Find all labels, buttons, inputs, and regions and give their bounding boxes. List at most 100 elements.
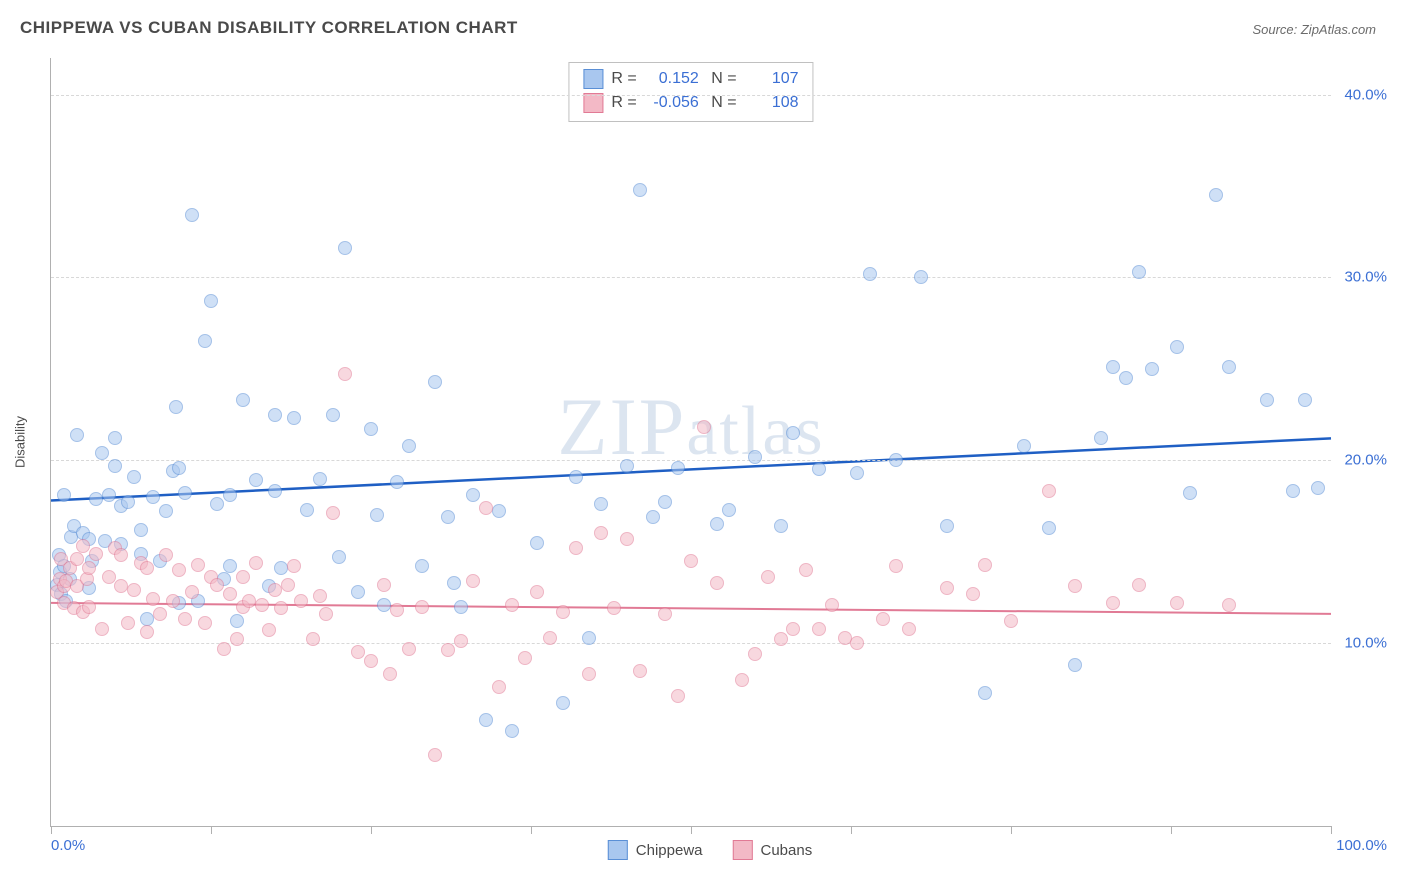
scatter-point	[313, 472, 327, 486]
scatter-point	[556, 696, 570, 710]
scatter-point	[1132, 578, 1146, 592]
scatter-point	[710, 517, 724, 531]
swatch-cubans	[583, 93, 603, 113]
scatter-point	[185, 585, 199, 599]
scatter-point	[57, 488, 71, 502]
scatter-point	[210, 497, 224, 511]
scatter-point	[1286, 484, 1300, 498]
scatter-point	[82, 561, 96, 575]
scatter-point	[390, 475, 404, 489]
scatter-point	[383, 667, 397, 681]
scatter-point	[319, 607, 333, 621]
scatter-point	[172, 563, 186, 577]
scatter-point	[940, 581, 954, 595]
scatter-point	[428, 748, 442, 762]
x-tick	[851, 826, 852, 834]
scatter-point	[169, 400, 183, 414]
scatter-point	[569, 541, 583, 555]
scatter-point	[108, 459, 122, 473]
scatter-point	[428, 375, 442, 389]
scatter-point	[140, 625, 154, 639]
x-tick-label-left: 0.0%	[51, 837, 85, 854]
scatter-point	[274, 601, 288, 615]
scatter-point	[370, 508, 384, 522]
scatter-point	[518, 651, 532, 665]
gridline	[51, 95, 1331, 96]
swatch-chippewa	[608, 840, 628, 860]
x-tick	[51, 826, 52, 834]
x-tick	[371, 826, 372, 834]
source-credit: Source: ZipAtlas.com	[1252, 22, 1376, 37]
scatter-point	[1106, 596, 1120, 610]
scatter-point	[127, 470, 141, 484]
scatter-point	[735, 673, 749, 687]
scatter-point	[242, 594, 256, 608]
scatter-point	[582, 667, 596, 681]
scatter-point	[1311, 481, 1325, 495]
scatter-point	[684, 554, 698, 568]
scatter-point	[402, 642, 416, 656]
scatter-point	[582, 631, 596, 645]
scatter-point	[710, 576, 724, 590]
scatter-point	[377, 578, 391, 592]
legend-item-cubans: Cubans	[733, 840, 813, 860]
scatter-point	[1132, 265, 1146, 279]
scatter-point	[543, 631, 557, 645]
scatter-point	[966, 587, 980, 601]
scatter-point	[748, 450, 762, 464]
scatter-point	[300, 503, 314, 517]
scatter-point	[441, 643, 455, 657]
scatter-point	[466, 488, 480, 502]
scatter-point	[402, 439, 416, 453]
scatter-point	[1222, 598, 1236, 612]
scatter-point	[454, 600, 468, 614]
x-tick-label-right: 100.0%	[1336, 837, 1387, 854]
scatter-point	[102, 570, 116, 584]
scatter-point	[351, 645, 365, 659]
scatter-point	[812, 462, 826, 476]
scatter-point	[236, 393, 250, 407]
scatter-point	[889, 453, 903, 467]
scatter-point	[364, 422, 378, 436]
stats-row-chippewa: R = 0.152 N = 107	[583, 67, 798, 91]
scatter-point	[102, 488, 116, 502]
scatter-point	[121, 495, 135, 509]
scatter-point	[70, 428, 84, 442]
legend-label-chippewa: Chippewa	[636, 842, 703, 859]
plot-wrapper: Disability ZIPatlas R = 0.152 N = 107 R …	[50, 58, 1370, 826]
scatter-point	[774, 632, 788, 646]
scatter-point	[1004, 614, 1018, 628]
scatter-point	[902, 622, 916, 636]
x-tick	[211, 826, 212, 834]
scatter-point	[530, 585, 544, 599]
scatter-point	[172, 461, 186, 475]
swatch-cubans	[733, 840, 753, 860]
scatter-point	[230, 614, 244, 628]
scatter-point	[114, 579, 128, 593]
scatter-point	[364, 654, 378, 668]
scatter-point	[134, 523, 148, 537]
scatter-point	[1094, 431, 1108, 445]
scatter-point	[1042, 521, 1056, 535]
scatter-point	[479, 501, 493, 515]
scatter-point	[978, 558, 992, 572]
swatch-chippewa	[583, 69, 603, 89]
scatter-point	[223, 559, 237, 573]
x-tick	[691, 826, 692, 834]
chart-title: CHIPPEWA VS CUBAN DISABILITY CORRELATION…	[20, 18, 518, 38]
scatter-point	[338, 241, 352, 255]
scatter-point	[153, 607, 167, 621]
scatter-point	[1183, 486, 1197, 500]
scatter-point	[127, 583, 141, 597]
scatter-point	[1106, 360, 1120, 374]
scatter-point	[313, 589, 327, 603]
scatter-point	[326, 506, 340, 520]
scatter-point	[1170, 596, 1184, 610]
scatter-point	[415, 600, 429, 614]
scatter-point	[646, 510, 660, 524]
scatter-point	[889, 559, 903, 573]
bottom-legend: Chippewa Cubans	[608, 840, 812, 860]
scatter-point	[1145, 362, 1159, 376]
scatter-point	[95, 446, 109, 460]
scatter-point	[748, 647, 762, 661]
